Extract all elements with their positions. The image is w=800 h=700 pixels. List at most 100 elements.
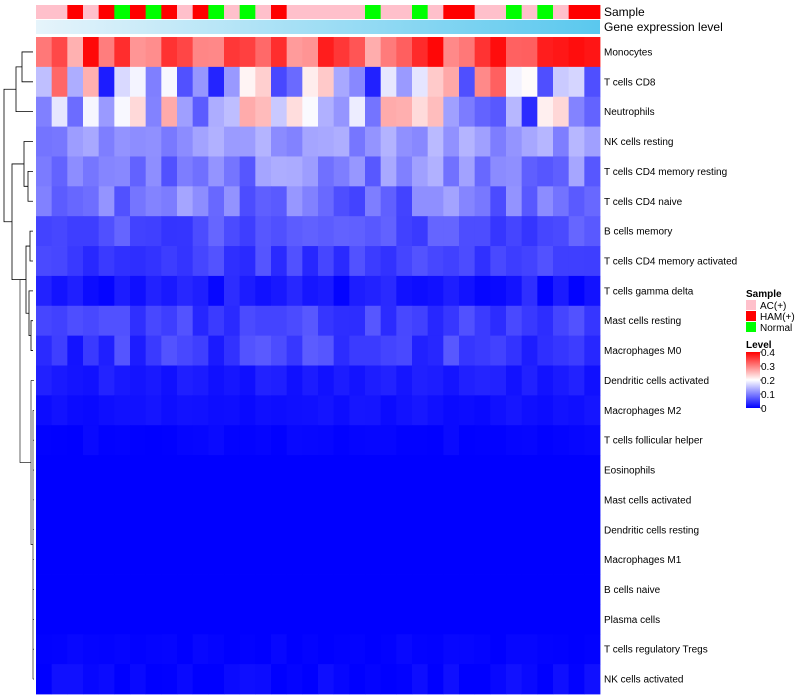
heatmap-cell <box>427 574 444 605</box>
heatmap-cell <box>365 574 382 605</box>
heatmap-cell <box>521 66 538 98</box>
heatmap-cell <box>114 395 131 426</box>
heatmap-cell <box>506 604 523 635</box>
heatmap-cell <box>130 574 147 605</box>
heatmap-cell <box>568 425 585 456</box>
heatmap-cell <box>224 156 241 187</box>
heatmap-cell <box>427 425 444 456</box>
heatmap-cell <box>443 66 460 98</box>
heatmap-cell <box>114 484 131 516</box>
heatmap-cell <box>83 514 100 546</box>
dendrogram-branch <box>23 141 33 187</box>
heatmap-cell <box>67 216 84 247</box>
heatmap-cell <box>36 126 53 157</box>
heatmap-cell <box>145 216 162 247</box>
heatmap-cell <box>161 395 178 426</box>
heatmap-cell <box>130 216 147 247</box>
heatmap-cell <box>396 156 413 187</box>
heatmap-cell <box>239 514 256 546</box>
heatmap-cell <box>443 634 460 665</box>
heatmap-cell <box>36 275 53 307</box>
heatmap-cell <box>521 664 538 695</box>
heatmap-cell <box>161 216 178 247</box>
heatmap-cell <box>443 96 460 127</box>
heatmap-cell <box>286 664 303 695</box>
heatmap-cell <box>145 66 162 98</box>
heatmap-cell <box>302 66 319 98</box>
heatmap-cell <box>365 66 382 98</box>
heatmap-cell <box>98 544 115 575</box>
heatmap-cell <box>302 634 319 665</box>
heatmap-cell <box>396 425 413 456</box>
heatmap-cell <box>521 96 538 127</box>
heatmap-cell <box>318 425 335 456</box>
heatmap-cell <box>239 664 256 695</box>
heatmap-cell <box>459 425 476 456</box>
heatmap-cell <box>145 275 162 307</box>
heatmap-cell <box>208 425 225 456</box>
heatmap-cell <box>490 365 507 396</box>
heatmap-cell <box>83 574 100 605</box>
heatmap-cell <box>427 395 444 426</box>
heatmap-cell <box>537 186 554 217</box>
heatmap-cell <box>506 455 523 486</box>
sample-anno-cell <box>177 5 194 19</box>
heatmap-cell <box>145 395 162 426</box>
heatmap-cell <box>208 275 225 307</box>
heatmap-cell <box>333 66 350 98</box>
heatmap-cell <box>302 425 319 456</box>
heatmap-cell <box>255 395 272 426</box>
heatmap-cell <box>130 514 147 546</box>
heatmap-cell <box>427 455 444 486</box>
heatmap-cell <box>537 455 554 486</box>
row-label: Macrophages M1 <box>604 555 682 566</box>
heatmap-cell <box>271 335 288 366</box>
heatmap-cell <box>67 604 84 635</box>
heatmap-cell <box>427 246 444 277</box>
heatmap-cell <box>271 37 288 68</box>
heatmap-cell <box>427 634 444 665</box>
heatmap-cell <box>490 96 507 127</box>
heatmap-cell <box>396 335 413 366</box>
heatmap-cell <box>318 275 335 307</box>
heatmap-cell <box>51 37 68 68</box>
heatmap-cell <box>114 425 131 456</box>
heatmap-cell <box>412 484 429 516</box>
heatmap-cell <box>67 305 84 337</box>
sample-anno-cell <box>506 5 523 19</box>
heatmap-cell <box>568 664 585 695</box>
heatmap-cell <box>208 574 225 605</box>
sample-anno-cell <box>192 5 209 19</box>
heatmap-cell <box>130 604 147 635</box>
heatmap-cell <box>333 514 350 546</box>
heatmap-cell <box>459 66 476 98</box>
heatmap-cell <box>130 126 147 157</box>
sample-anno-cell <box>145 5 162 19</box>
heatmap-cell <box>161 335 178 366</box>
heatmap-cell <box>161 126 178 157</box>
heatmap-cell <box>192 514 209 546</box>
heatmap-cell <box>208 246 225 277</box>
heatmap-cell <box>474 514 491 546</box>
heatmap-cell <box>224 96 241 127</box>
heatmap-cell <box>349 664 366 695</box>
heatmap-cell <box>83 544 100 575</box>
heatmap-cell <box>537 395 554 426</box>
heatmap-cell <box>521 37 538 68</box>
heatmap-cell <box>302 335 319 366</box>
heatmap-cell <box>318 66 335 98</box>
heatmap-cell <box>553 514 570 546</box>
heatmap-cell <box>271 275 288 307</box>
heatmap-cell <box>255 365 272 396</box>
heatmap-cell <box>192 37 209 68</box>
heatmap-cell <box>568 544 585 575</box>
heatmap-cell <box>286 484 303 516</box>
heatmap-cell <box>553 365 570 396</box>
heatmap-cell <box>67 66 84 98</box>
heatmap-cell <box>474 186 491 217</box>
heatmap-cell <box>271 305 288 337</box>
heatmap-cell <box>177 37 194 68</box>
heatmap-cell <box>177 484 194 516</box>
heatmap-cell <box>177 664 194 695</box>
